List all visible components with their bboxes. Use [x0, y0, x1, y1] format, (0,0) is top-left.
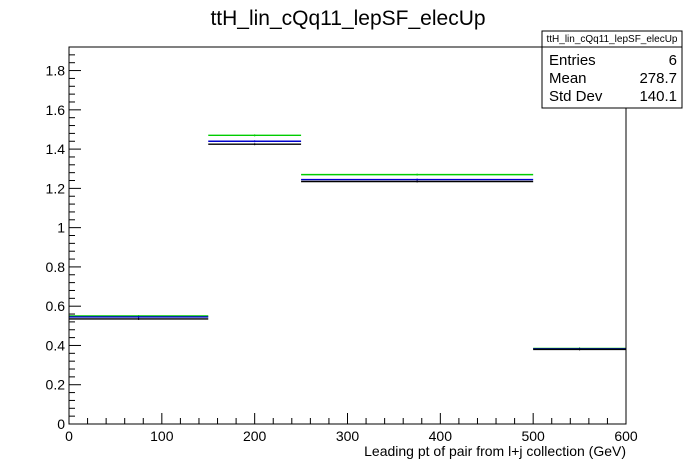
stats-entries-label: Entries	[549, 52, 596, 69]
x-tick-label: 400	[429, 428, 453, 444]
y-tick-label: 1.8	[46, 63, 66, 79]
x-axis-title: Leading pt of pair from l+j collection (…	[364, 443, 626, 459]
stats-mean-label: Mean	[549, 70, 587, 87]
histogram-marks	[69, 134, 626, 351]
x-tick-label: 100	[150, 428, 174, 444]
y-tick-label: 0.8	[46, 259, 66, 275]
y-tick-label: 0.6	[46, 298, 66, 314]
x-tick-label: 500	[521, 428, 545, 444]
stats-entries-value: 6	[669, 52, 677, 69]
x-tick-label: 300	[336, 428, 360, 444]
y-tick-label: 1.6	[46, 102, 66, 118]
y-tick-label: 0.4	[46, 337, 66, 353]
stats-box-frame	[541, 30, 683, 109]
stats-stddev-label: Std Dev	[549, 88, 603, 105]
stats-box-name: ttH_lin_cQq11_lepSF_elecUp	[546, 34, 677, 45]
stats-stddev-value: 140.1	[639, 88, 677, 105]
x-tick-label: 200	[243, 428, 267, 444]
y-tick-label: 1.4	[46, 141, 66, 157]
stats-box: ttH_lin_cQq11_lepSF_elecUp Entries 6 Mea…	[541, 30, 683, 109]
chart-title: ttH_lin_cQq11_lepSF_elecUp	[210, 7, 485, 30]
stats-mean-value: 278.7	[639, 70, 677, 87]
x-tick-label: 600	[614, 428, 638, 444]
y-tick-label: 0.2	[46, 377, 66, 393]
y-tick-label: 1.2	[46, 180, 66, 196]
axis-ticks: 0 100 200 300 400 500 600 0 0.2 0.4 0.6 0.8 1 1.2 1.4 1…	[46, 46, 638, 444]
y-tick-label: 0	[57, 416, 65, 432]
y-tick-label: 1	[57, 220, 65, 236]
x-tick-label: 0	[65, 428, 73, 444]
